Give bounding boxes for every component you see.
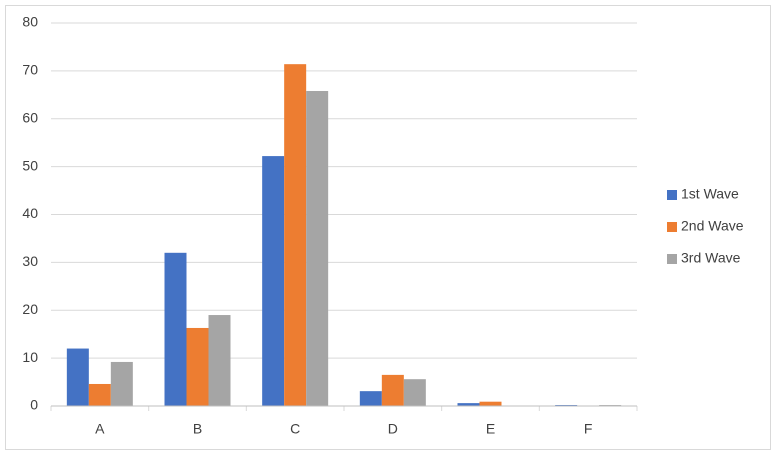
bar <box>403 379 426 406</box>
bar <box>262 156 285 406</box>
y-tick-label: 80 <box>22 14 38 30</box>
y-tick-label: 50 <box>22 157 38 173</box>
x-tick-label: F <box>584 421 593 437</box>
bar <box>381 374 404 406</box>
bar <box>164 252 187 406</box>
legend-swatch <box>667 190 677 200</box>
y-tick-label: 70 <box>22 62 38 78</box>
legend-label: 3rd Wave <box>681 250 741 266</box>
bar <box>88 383 111 406</box>
bar <box>284 64 307 407</box>
y-tick-label: 10 <box>22 349 38 365</box>
y-tick-label: 30 <box>22 253 38 269</box>
y-tick-label: 60 <box>22 109 38 125</box>
legend-label: 2nd Wave <box>681 218 744 234</box>
bar <box>457 403 480 406</box>
bar <box>110 361 133 406</box>
y-tick-label: 40 <box>22 205 38 221</box>
bar <box>208 315 231 406</box>
bar <box>66 348 89 406</box>
legend-swatch <box>667 222 677 232</box>
bar <box>186 327 209 406</box>
x-tick-label: C <box>290 421 300 437</box>
x-tick-label: B <box>193 421 202 437</box>
x-tick-label: E <box>486 421 495 437</box>
x-tick-label: D <box>388 421 398 437</box>
legend-label: 1st Wave <box>681 186 739 202</box>
bar <box>479 401 502 406</box>
bar <box>359 391 382 406</box>
bar <box>306 90 329 407</box>
y-tick-label: 20 <box>22 301 38 317</box>
legend-swatch <box>667 254 677 264</box>
x-tick-label: A <box>95 421 105 437</box>
y-tick-label: 0 <box>30 397 38 413</box>
